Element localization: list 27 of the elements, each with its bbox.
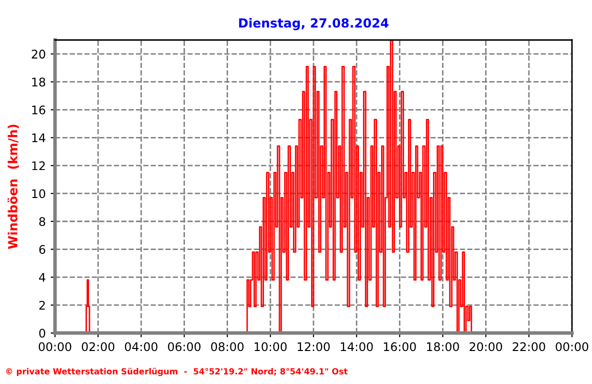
y-axis-title: Windböen (km/h) [8,124,19,250]
y-tick-label: 20 [32,50,46,59]
y-tick-label: 18 [32,78,46,87]
y-tick-label: 8 [39,217,46,226]
y-tick-label: 4 [39,273,46,282]
x-tick-label: 04:00 [124,342,158,352]
x-tick-label: 00:00 [38,342,72,352]
x-tick-label: 02:00 [82,342,114,352]
y-tick-label: 6 [39,245,46,254]
x-tick-label: 10:00 [254,342,287,352]
y-tick-label: 14 [32,134,46,142]
y-tick-label: 2 [39,300,45,310]
y-tick-label: 12 [32,161,45,170]
x-tick-label: 22:00 [512,342,546,352]
x-tick-label: 20:00 [470,342,502,352]
x-tick-label: 18:00 [427,342,459,352]
y-tick-label: 0 [39,328,46,338]
x-tick-label: 14:00 [340,342,373,352]
x-tick-label: 00:00 [556,342,588,352]
x-tick-label: 06:00 [168,342,200,352]
y-tick-label: 10 [32,189,46,198]
x-tick-label: 16:00 [384,342,416,352]
text: © private Wetterstation Süderlügum - 54°52'19.2" Nord; 8°54'49.1" Ost [6,368,348,376]
x-tick-label: 08:00 [211,342,244,352]
y-tick-label: 16 [32,105,46,114]
x-tick-label: 12:00 [298,342,330,352]
chart-title: Dienstag, 27.08.2024 [239,18,388,30]
